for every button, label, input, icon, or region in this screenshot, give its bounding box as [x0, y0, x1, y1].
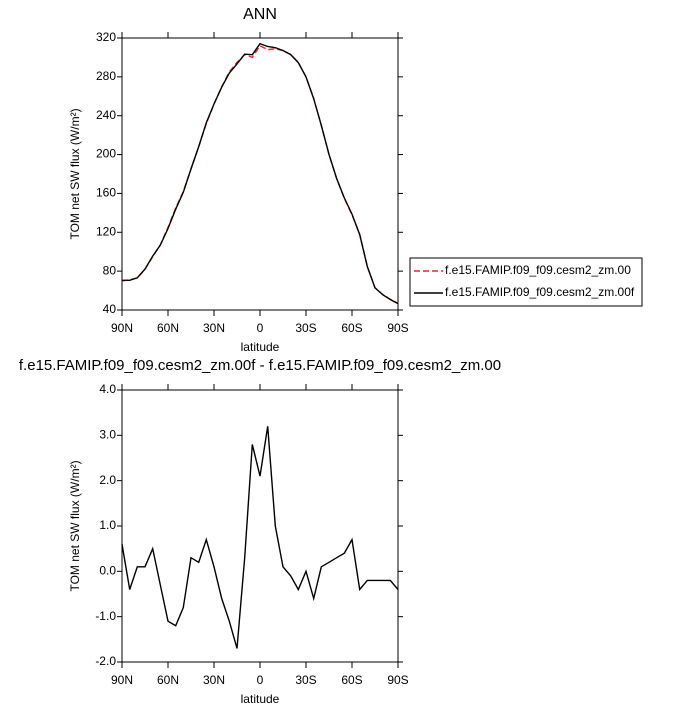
legend-box [409, 257, 643, 307]
y-tick-label: 160 [96, 186, 116, 200]
y-axis-label: TOM net SW flux (W/m²) [68, 460, 82, 591]
chart-title: f.e15.FAMIP.f09_f09.cesm2_zm.00f - f.e15… [19, 357, 501, 374]
data-line [121, 44, 399, 304]
x-tick-label: 60N [157, 673, 179, 687]
y-tick-label: 3.0 [99, 428, 116, 442]
x-tick-label: 30N [203, 673, 225, 687]
y-tick-label: 280 [96, 69, 116, 83]
y-tick-label: 240 [96, 108, 116, 122]
data-line [121, 426, 399, 649]
x-tick-label: 90N [111, 673, 133, 687]
y-tick-label: 0.0 [99, 564, 116, 578]
plot-frame [121, 37, 399, 311]
x-tick-label: 30S [295, 673, 316, 687]
y-tick-label: 4.0 [99, 382, 116, 396]
x-tick-label: 90S [387, 321, 408, 335]
plot-frame [121, 389, 399, 663]
x-tick-label: 60S [341, 673, 362, 687]
x-tick-label: 60N [157, 321, 179, 335]
x-tick-label: 60S [341, 321, 362, 335]
y-tick-label: 2.0 [99, 473, 116, 487]
x-tick-label: 30S [295, 321, 316, 335]
y-tick-label: 1.0 [99, 518, 116, 532]
y-tick-label: -1.0 [95, 609, 116, 623]
y-tick-label: 120 [96, 224, 116, 238]
y-axis-label: TOM net SW flux (W/m²) [68, 108, 82, 239]
legend-label: f.e15.FAMIP.f09_f09.cesm2_zm.00 [445, 263, 631, 277]
y-tick-label: -2.0 [95, 654, 116, 668]
x-tick-label: 30N [203, 321, 225, 335]
y-tick-label: 80 [103, 263, 117, 277]
x-tick-label: 90S [387, 673, 408, 687]
x-axis-label: latitude [241, 340, 280, 354]
chart-title: ANN [243, 6, 277, 23]
legend-label: f.e15.FAMIP.f09_f09.cesm2_zm.00f [445, 285, 635, 299]
x-tick-label: 90N [111, 321, 133, 335]
y-tick-label: 200 [96, 147, 116, 161]
x-axis-label: latitude [241, 692, 280, 706]
y-tick-label: 320 [96, 30, 116, 44]
data-line [122, 42, 399, 305]
y-tick-label: 40 [103, 302, 117, 316]
x-tick-label: 0 [257, 321, 264, 335]
x-tick-label: 0 [257, 673, 264, 687]
